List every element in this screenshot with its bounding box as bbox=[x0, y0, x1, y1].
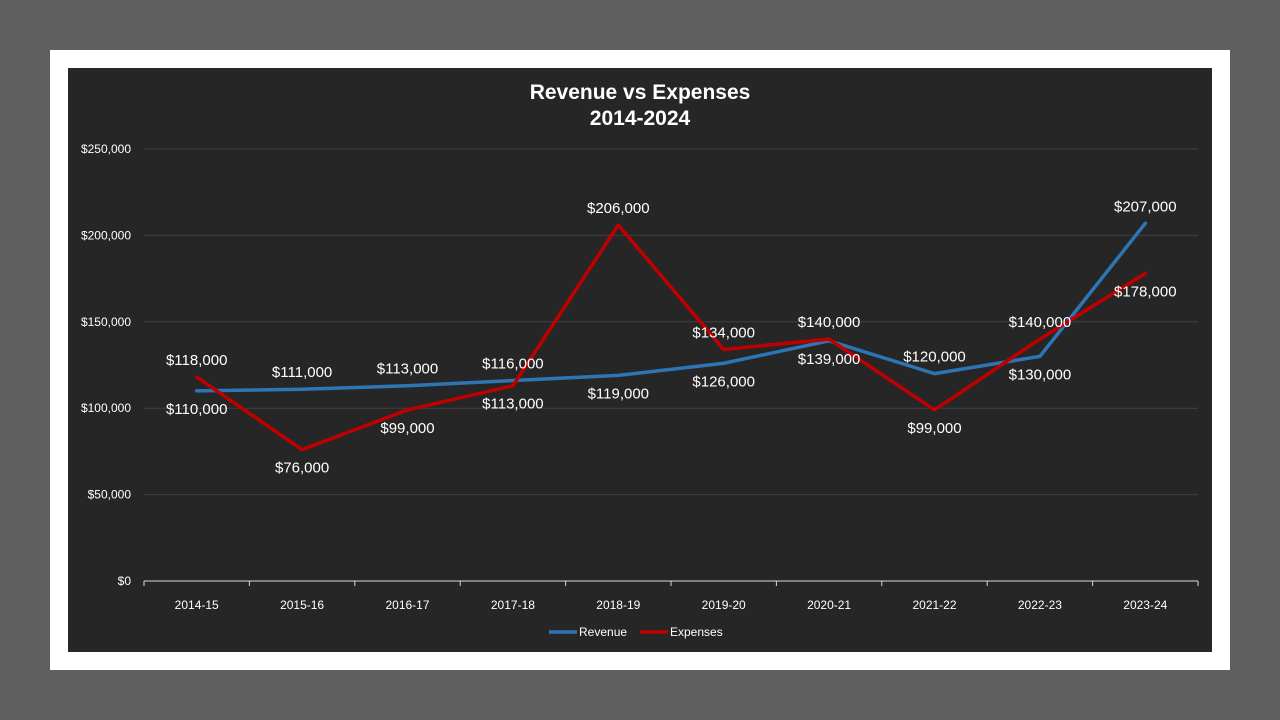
x-tick-label: 2014-15 bbox=[175, 598, 219, 612]
x-tick-label: 2016-17 bbox=[385, 598, 429, 612]
x-tick-label: 2015-16 bbox=[280, 598, 324, 612]
data-label-expenses: $178,000 bbox=[1114, 283, 1177, 300]
data-label-expenses: $99,000 bbox=[907, 420, 961, 437]
data-label-revenue: $126,000 bbox=[692, 373, 755, 390]
x-tick-label: 2021-22 bbox=[912, 598, 956, 612]
data-label-revenue: $111,000 bbox=[272, 364, 332, 381]
data-label-revenue: $207,000 bbox=[1114, 198, 1177, 215]
chart-subtitle: 2014-2024 bbox=[589, 107, 691, 130]
data-label-expenses: $134,000 bbox=[692, 324, 755, 341]
data-label-revenue: $130,000 bbox=[1009, 366, 1072, 383]
y-tick-label: $200,000 bbox=[81, 228, 131, 242]
x-tick-label: 2017-18 bbox=[491, 598, 535, 612]
series-line-revenue bbox=[194, 221, 1148, 393]
x-tick-label: 2020-21 bbox=[807, 598, 851, 612]
data-label-revenue: $139,000 bbox=[798, 351, 861, 368]
legend-label-revenue: Revenue bbox=[579, 625, 627, 639]
chart-title-block: Revenue vs Expenses 2014-2024 bbox=[68, 80, 1212, 132]
data-label-expenses: $76,000 bbox=[275, 460, 329, 477]
chart-title: Revenue vs Expenses bbox=[529, 81, 751, 104]
x-tick-label: 2022-23 bbox=[1018, 598, 1062, 612]
y-tick-label: $150,000 bbox=[81, 315, 131, 329]
data-label-expenses: $99,000 bbox=[380, 420, 434, 437]
y-tick-label: $0 bbox=[118, 574, 132, 588]
data-label-revenue: $116,000 bbox=[482, 356, 543, 373]
data-label-expenses: $113,000 bbox=[482, 396, 543, 413]
data-label-expenses: $140,000 bbox=[1009, 314, 1072, 331]
x-tick-label: 2018-19 bbox=[596, 598, 640, 612]
data-label-expenses: $206,000 bbox=[587, 200, 650, 217]
x-tick-label: 2019-20 bbox=[702, 598, 746, 612]
data-label-expenses: $118,000 bbox=[166, 352, 227, 369]
legend-label-expenses: Expenses bbox=[670, 625, 723, 639]
series-line-expenses bbox=[194, 223, 1148, 452]
data-label-revenue: $113,000 bbox=[377, 361, 438, 378]
y-tick-label: $100,000 bbox=[81, 401, 131, 415]
y-tick-label: $250,000 bbox=[81, 142, 131, 156]
x-tick-label: 2023-24 bbox=[1123, 598, 1167, 612]
data-label-expenses: $140,000 bbox=[798, 314, 861, 331]
data-label-revenue: $120,000 bbox=[903, 349, 966, 366]
data-label-revenue: $119,000 bbox=[588, 385, 649, 402]
data-label-revenue: $110,000 bbox=[166, 401, 227, 418]
y-tick-label: $50,000 bbox=[88, 488, 132, 502]
